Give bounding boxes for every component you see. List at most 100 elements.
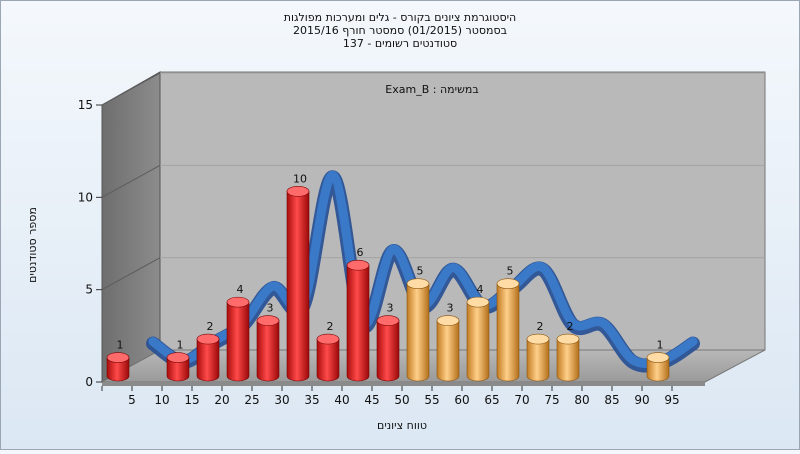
bar bbox=[466, 296, 490, 382]
y-axis: 0 5 10 15 bbox=[78, 98, 102, 389]
bar bbox=[496, 278, 520, 382]
y-tick-label: 15 bbox=[78, 98, 93, 112]
bar-top bbox=[376, 315, 400, 326]
bar bbox=[436, 315, 460, 382]
bar-value-label: 3 bbox=[387, 302, 394, 315]
x-tick-label: 20 bbox=[214, 393, 229, 407]
bar-top bbox=[466, 296, 490, 308]
bar-value-label: 4 bbox=[477, 283, 484, 296]
bar-value-label: 2 bbox=[537, 320, 544, 333]
bar bbox=[316, 333, 340, 382]
bar-value-label: 3 bbox=[267, 302, 274, 315]
bar-top bbox=[226, 296, 250, 308]
y-tick-label: 5 bbox=[85, 283, 93, 297]
x-tick-label: 95 bbox=[664, 393, 679, 407]
bars bbox=[106, 186, 670, 382]
gridlines bbox=[101, 72, 765, 291]
chart-title-line-1: היסטוגרמת ציונים בקורס - גלים ומערכות מפ… bbox=[284, 11, 516, 24]
x-tick-label: 70 bbox=[514, 393, 529, 407]
bar-body bbox=[526, 338, 550, 382]
x-tick-label: 5 bbox=[128, 393, 136, 407]
bar-body bbox=[286, 191, 310, 382]
bar-value-label: 5 bbox=[417, 265, 424, 278]
bar-body bbox=[466, 301, 490, 382]
bar-top bbox=[646, 352, 670, 363]
bar-body bbox=[436, 320, 460, 382]
bar bbox=[106, 352, 130, 382]
x-tick-label: 10 bbox=[154, 393, 169, 407]
bar bbox=[226, 296, 250, 382]
gridline-side bbox=[101, 164, 161, 198]
bar bbox=[406, 278, 430, 382]
chart-title-line-3: 137 - סטודנטים רשומים bbox=[343, 37, 457, 50]
x-tick-label: 35 bbox=[304, 393, 319, 407]
bar-body bbox=[256, 320, 280, 382]
bar-top bbox=[496, 278, 520, 289]
bar-top bbox=[286, 186, 310, 197]
bar-value-label: 10 bbox=[293, 172, 307, 185]
bar-value-label: 1 bbox=[177, 339, 184, 352]
bar bbox=[646, 352, 670, 382]
x-tick-label: 45 bbox=[364, 393, 379, 407]
x-tick-label: 25 bbox=[244, 393, 259, 407]
gridline-side bbox=[101, 72, 161, 106]
bar bbox=[196, 333, 220, 382]
bar-value-label: 3 bbox=[447, 302, 454, 315]
bar bbox=[166, 352, 190, 382]
bar-value-label: 5 bbox=[507, 265, 514, 278]
bar-top bbox=[406, 278, 430, 289]
exam-label: Exam_B : במשימה bbox=[385, 83, 478, 96]
x-tick-label: 55 bbox=[424, 393, 439, 407]
bar-top bbox=[256, 315, 280, 326]
bar bbox=[526, 333, 550, 382]
bar-value-label: 1 bbox=[117, 339, 124, 352]
x-tick-label: 80 bbox=[574, 393, 589, 407]
x-axis-label: טווח ציונים bbox=[377, 419, 427, 432]
bar-body bbox=[226, 301, 250, 382]
bar bbox=[286, 186, 310, 382]
y-tick-label: 0 bbox=[85, 375, 93, 389]
x-tick-label: 30 bbox=[274, 393, 289, 407]
x-tick-label: 85 bbox=[604, 393, 619, 407]
x-tick-label: 50 bbox=[394, 393, 409, 407]
bar-top bbox=[316, 333, 340, 345]
chart-title-line-2: בסמסטר (01/2015) סמסטר חורף 2015/16 bbox=[293, 24, 507, 37]
bar-value-label: 2 bbox=[207, 320, 214, 333]
bar-value-label: 4 bbox=[237, 283, 244, 296]
bar-top bbox=[106, 352, 130, 363]
bar-value-label: 1 bbox=[657, 339, 664, 352]
bar-top bbox=[526, 333, 550, 345]
bar-top bbox=[346, 259, 370, 271]
bar-value-label: 6 bbox=[357, 246, 364, 259]
y-axis-label: מספר סטודנטים bbox=[26, 207, 39, 283]
bar-body bbox=[556, 338, 580, 382]
bar-value-label: 2 bbox=[567, 320, 574, 333]
bar bbox=[256, 315, 280, 382]
bar bbox=[346, 259, 370, 382]
x-tick-label: 65 bbox=[484, 393, 499, 407]
bar-body bbox=[346, 264, 370, 382]
bar-body bbox=[106, 357, 130, 382]
bar-top bbox=[556, 333, 580, 345]
x-tick-label: 15 bbox=[184, 393, 199, 407]
bar-value-label: 2 bbox=[327, 320, 334, 333]
bar-body bbox=[496, 283, 520, 382]
bar-top bbox=[166, 352, 190, 363]
bar-body bbox=[316, 338, 340, 382]
x-tick-label: 90 bbox=[634, 393, 649, 407]
bar bbox=[556, 333, 580, 382]
x-tick-label: 60 bbox=[454, 393, 469, 407]
bar-top bbox=[436, 315, 460, 326]
x-tick-label: 75 bbox=[544, 393, 559, 407]
chart-floor-front-edge bbox=[102, 382, 705, 386]
bar-body bbox=[646, 357, 670, 382]
bar-top bbox=[196, 333, 220, 345]
value-labels: 1 1 2 4 3 10 2 6 3 5 3 4 5 2 2 1 bbox=[117, 172, 664, 351]
y-tick-label: 10 bbox=[78, 190, 93, 204]
bar-body bbox=[406, 283, 430, 382]
gridline-side bbox=[101, 257, 161, 291]
bar-body bbox=[376, 320, 400, 382]
bar bbox=[376, 315, 400, 382]
